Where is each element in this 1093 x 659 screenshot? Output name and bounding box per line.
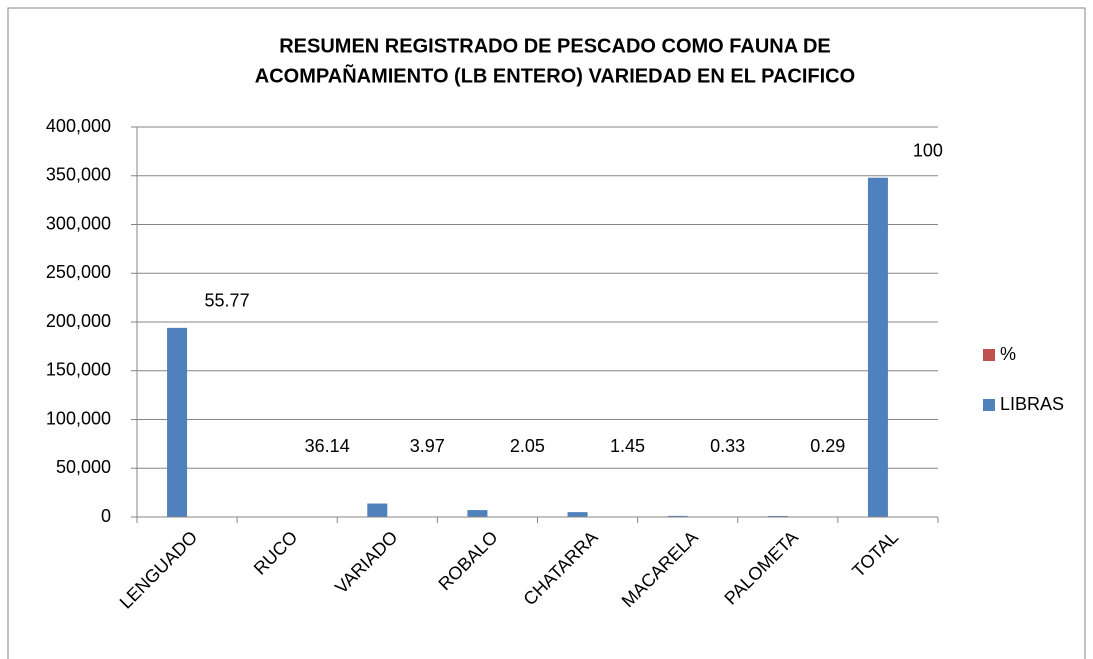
data-label: 3.97	[410, 436, 445, 456]
bar	[167, 327, 188, 517]
bar	[667, 515, 688, 517]
y-tick-label: 50,000	[56, 457, 111, 477]
legend-swatch	[983, 399, 995, 411]
y-tick-label: 150,000	[46, 360, 111, 380]
x-tick-label: CHATARRA	[519, 527, 601, 609]
x-tick-label: MACARELA	[618, 527, 702, 611]
x-tick-label: LENGUADO	[116, 527, 202, 613]
data-label: 55.77	[205, 291, 250, 311]
y-tick-label: 300,000	[46, 213, 111, 233]
x-tick-label: ROBALO	[434, 527, 501, 594]
x-tick-label: TOTAL	[848, 527, 902, 581]
data-label: 36.14	[305, 436, 350, 456]
bar	[467, 510, 488, 517]
x-tick-label: VARIADO	[331, 527, 401, 597]
data-label: 1.45	[610, 436, 645, 456]
legend-label: %	[1000, 344, 1016, 364]
data-label: 0.29	[810, 436, 845, 456]
y-tick-label: 200,000	[46, 311, 111, 331]
chart-title: RESUMEN REGISTRADO DE PESCADO COMO FAUNA…	[279, 35, 831, 57]
y-tick-label: 100,000	[46, 408, 111, 428]
x-tick-label: RUCO	[250, 527, 302, 579]
bar	[567, 512, 588, 517]
y-tick-label: 250,000	[46, 262, 111, 282]
chart-border	[7, 7, 1086, 659]
y-tick-label: 400,000	[46, 116, 111, 136]
legend-swatch	[983, 349, 995, 361]
x-tick-label: PALOMETA	[720, 527, 802, 609]
y-tick-label: 350,000	[46, 165, 111, 185]
y-tick-label: 0	[101, 506, 111, 526]
bar	[367, 503, 388, 517]
bar	[867, 177, 888, 517]
chart-title: ACOMPAÑAMIENTO (LB ENTERO) VARIEDAD EN E…	[255, 64, 855, 87]
data-label: 2.05	[510, 436, 545, 456]
data-label: 0.33	[710, 436, 745, 456]
legend-label: LIBRAS	[1000, 394, 1064, 414]
data-label: 100	[913, 140, 943, 160]
